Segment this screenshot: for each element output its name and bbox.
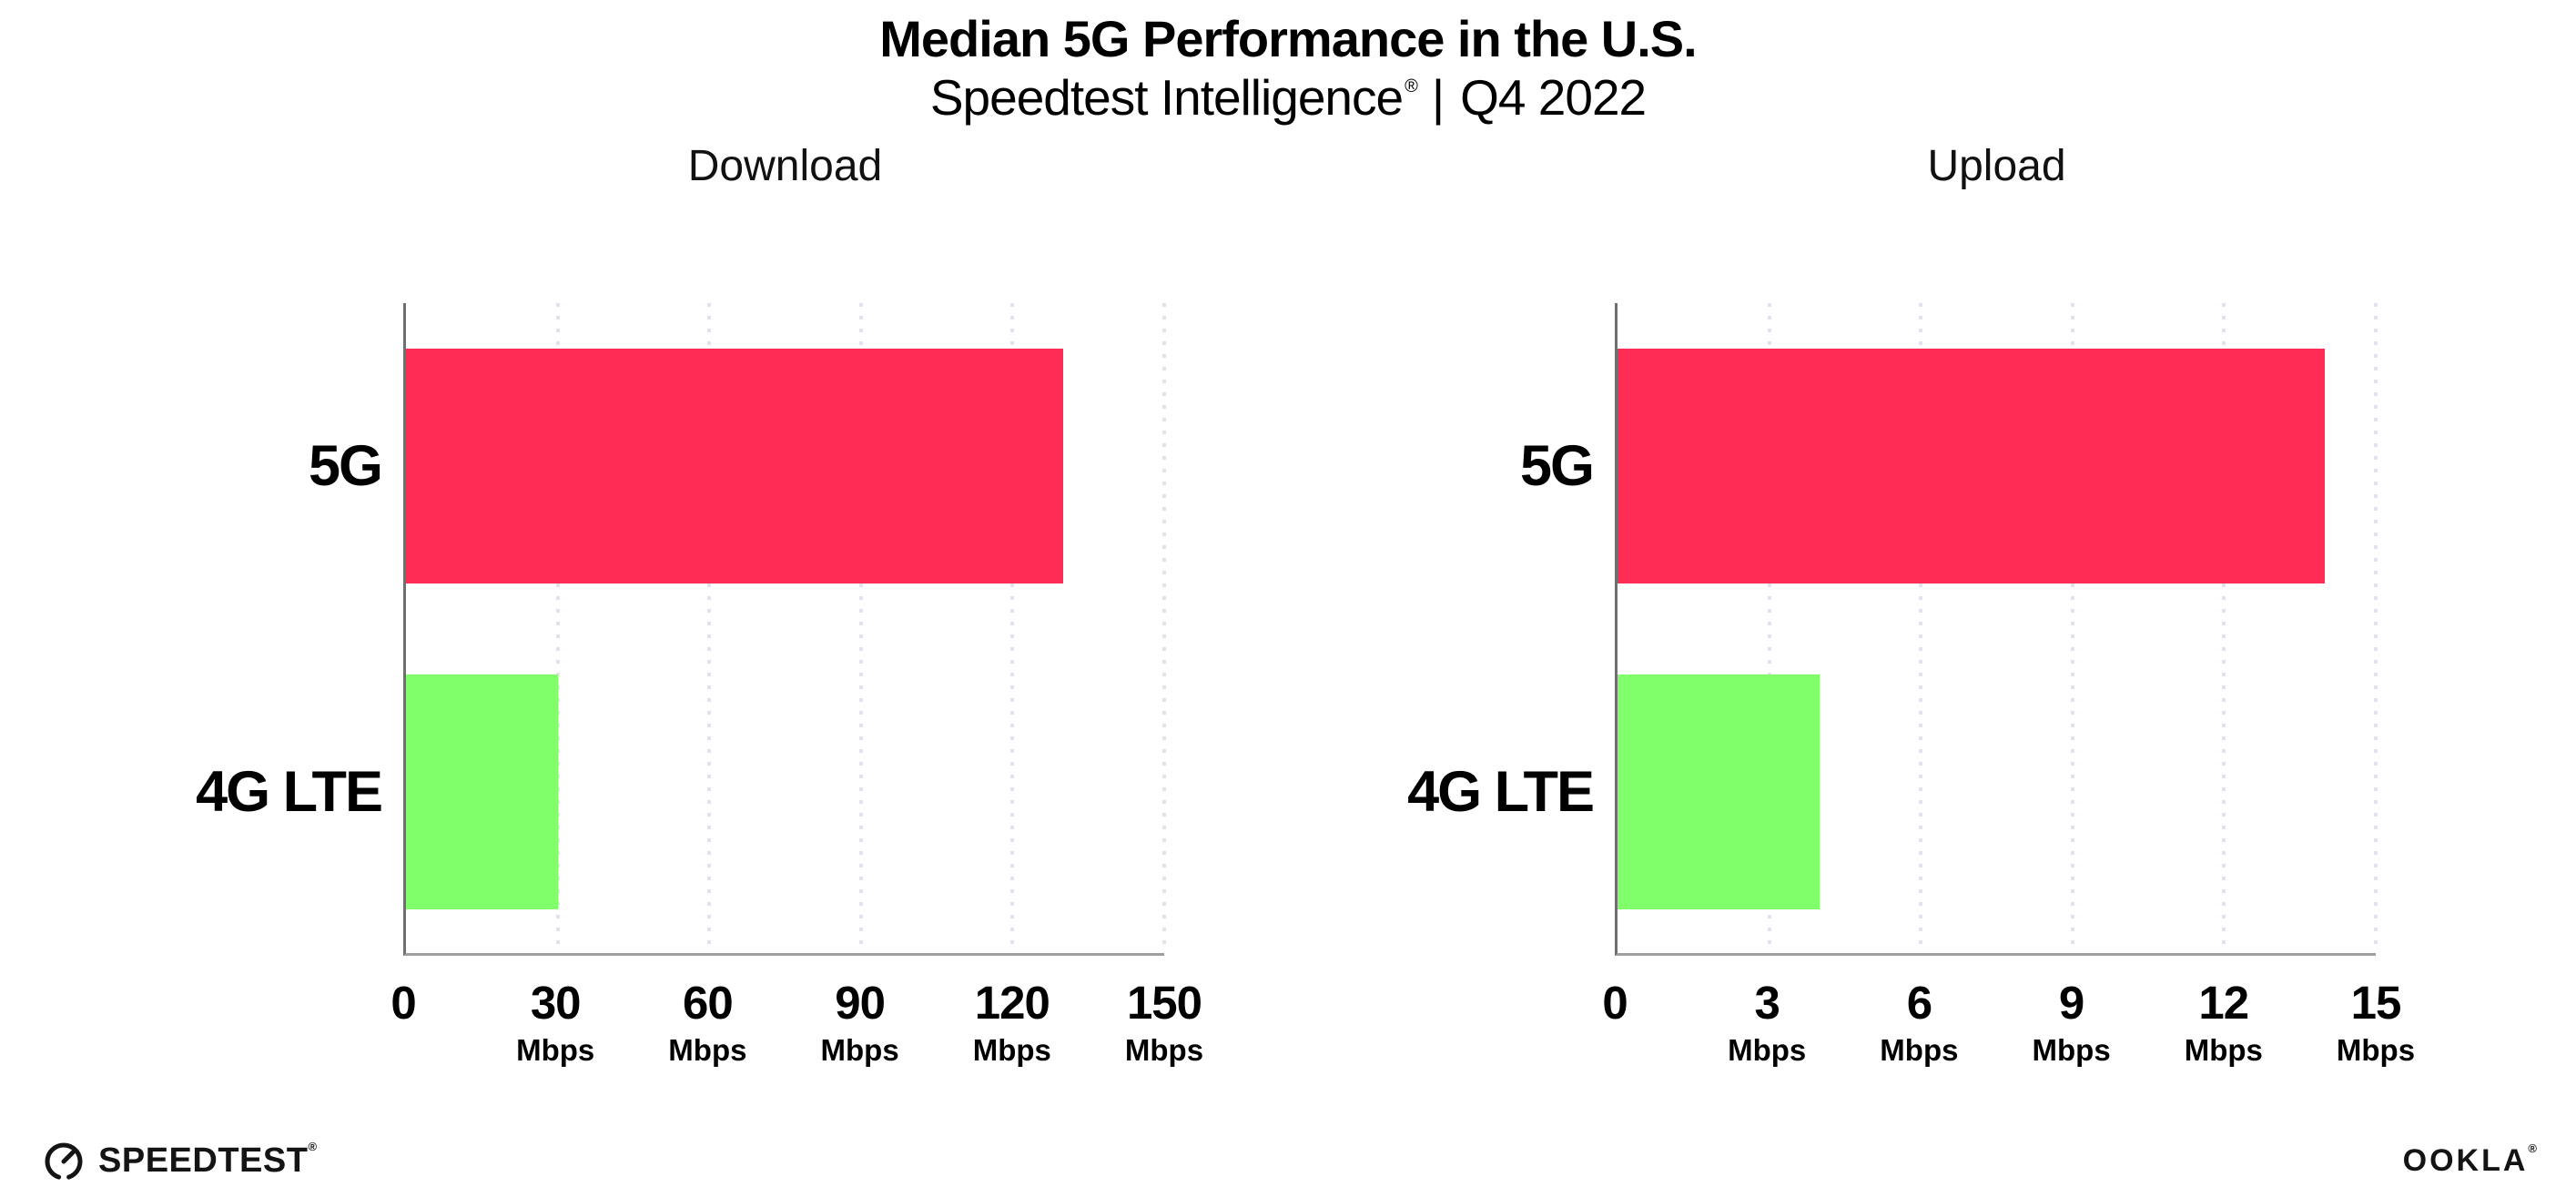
x-tick-0: 0	[1602, 976, 1628, 1065]
x-axis-labels: 0 3 Mbps 6 Mbps 9 Mbps 12 Mbps 15 Mbps	[1602, 979, 2415, 1089]
page-subtitle: Speedtest Intelligence ® | Q4 2022	[0, 68, 2576, 126]
x-tick-90: 90 Mbps	[821, 979, 899, 1065]
gridline-15	[2374, 302, 2378, 953]
subtitle-separator: |	[1431, 68, 1445, 126]
gridline-6	[1919, 302, 1923, 953]
category-label-5g: 5G	[1519, 433, 1595, 498]
ookla-logo-text: OOKLA	[2402, 1142, 2529, 1178]
category-label-4g-lte: 4G LTE	[196, 760, 383, 825]
subtitle-brand: Speedtest Intelligence	[929, 68, 1404, 126]
bar-row	[406, 629, 1164, 956]
x-tick-3: 3 Mbps	[1728, 979, 1806, 1065]
category-labels: 5G 4G LTE	[1347, 303, 1595, 956]
x-tick-unit: Mbps	[820, 1032, 899, 1067]
x-tick-unit: Mbps	[1880, 1032, 1959, 1067]
x-tick-unit: Mbps	[1124, 1032, 1204, 1067]
x-tick-unit: Mbps	[2336, 1032, 2416, 1067]
gridline-150	[1162, 302, 1166, 953]
gridline-30	[555, 302, 560, 953]
x-tick-150: 150 Mbps	[1125, 979, 1203, 1065]
speedtest-logo: SPEEDTEST®	[42, 1139, 318, 1182]
gridline-60	[707, 302, 712, 953]
x-tick-unit: Mbps	[516, 1032, 595, 1067]
footer: SPEEDTEST® OOKLA®	[42, 1139, 2540, 1182]
bar-row	[1618, 629, 2376, 956]
bar-5g	[1618, 348, 2326, 583]
bar-4g-lte	[406, 675, 558, 910]
chart-title: Download	[687, 141, 883, 190]
x-tick-60: 60 Mbps	[668, 979, 746, 1065]
x-tick-value: 60	[683, 976, 734, 1029]
x-tick-value: 15	[2350, 976, 2402, 1029]
speedtest-logo-text: SPEEDTEST®	[98, 1139, 318, 1180]
bar-row	[1618, 303, 2376, 630]
upload-chart: Upload 5G 4G LTE 0 3 Mbps 6 Mbps 9 Mbps 12 Mbps 15…	[1347, 125, 2415, 1089]
bar-4g-lte	[1618, 675, 1820, 910]
category-label-4g-lte: 4G LTE	[1407, 760, 1595, 825]
x-tick-value: 120	[974, 976, 1050, 1029]
x-tick-value: 0	[1602, 976, 1628, 1029]
gridline-12	[2222, 302, 2226, 953]
charts-row: Download 5G 4G LTE 0 30 Mbps 60 Mbps 90 Mbps 120…	[136, 125, 2576, 1089]
chart-title: Upload	[1927, 141, 2066, 190]
gridline-3	[1767, 302, 1771, 953]
x-tick-30: 30 Mbps	[516, 979, 594, 1065]
subtitle-period: Q4 2022	[1460, 68, 1647, 126]
x-tick-value: 30	[530, 976, 582, 1029]
bar-5g	[406, 348, 1063, 583]
plot-area	[403, 302, 1166, 956]
category-label-5g: 5G	[308, 433, 383, 498]
x-tick-value: 0	[390, 976, 416, 1029]
x-tick-unit	[1602, 1035, 1627, 1065]
x-tick-unit: Mbps	[972, 1032, 1051, 1067]
speedtest-gauge-icon	[45, 1142, 83, 1181]
x-tick-unit	[390, 1035, 415, 1065]
x-tick-120: 120 Mbps	[973, 979, 1051, 1065]
gridline-9	[2070, 302, 2074, 953]
bar-row	[406, 303, 1164, 630]
x-tick-value: 90	[835, 976, 886, 1029]
x-tick-unit: Mbps	[2184, 1032, 2263, 1067]
x-tick-0: 0	[390, 976, 416, 1065]
x-tick-15: 15 Mbps	[2337, 979, 2415, 1065]
x-tick-value: 12	[2198, 976, 2249, 1029]
header: Median 5G Performance in the U.S. Speedt…	[0, 0, 2576, 125]
x-tick-9: 9 Mbps	[2033, 979, 2111, 1065]
x-tick-value: 3	[1754, 976, 1780, 1029]
x-tick-12: 12 Mbps	[2185, 979, 2263, 1065]
gridline-120	[1010, 302, 1015, 953]
download-chart: Download 5G 4G LTE 0 30 Mbps 60 Mbps 90 Mbps 120…	[136, 125, 1203, 1089]
x-tick-value: 150	[1126, 976, 1202, 1029]
x-axis-labels: 0 30 Mbps 60 Mbps 90 Mbps 120 Mbps 150 Mbps	[390, 979, 1203, 1089]
x-tick-value: 6	[1906, 976, 1932, 1029]
gridline-90	[858, 302, 863, 953]
category-labels: 5G 4G LTE	[136, 303, 383, 956]
registered-mark: ®	[1405, 76, 1418, 96]
speedtest-registered-mark: ®	[308, 1139, 318, 1153]
x-tick-unit: Mbps	[2032, 1032, 2111, 1067]
x-tick-unit: Mbps	[668, 1032, 747, 1067]
plot-area	[1615, 302, 2378, 956]
x-tick-6: 6 Mbps	[1880, 979, 1958, 1065]
page-title: Median 5G Performance in the U.S.	[879, 10, 1697, 67]
ookla-registered-mark: ®	[2528, 1141, 2540, 1155]
x-tick-unit: Mbps	[1728, 1032, 1807, 1067]
x-tick-value: 9	[2058, 976, 2084, 1029]
ookla-logo: OOKLA®	[2402, 1141, 2540, 1179]
